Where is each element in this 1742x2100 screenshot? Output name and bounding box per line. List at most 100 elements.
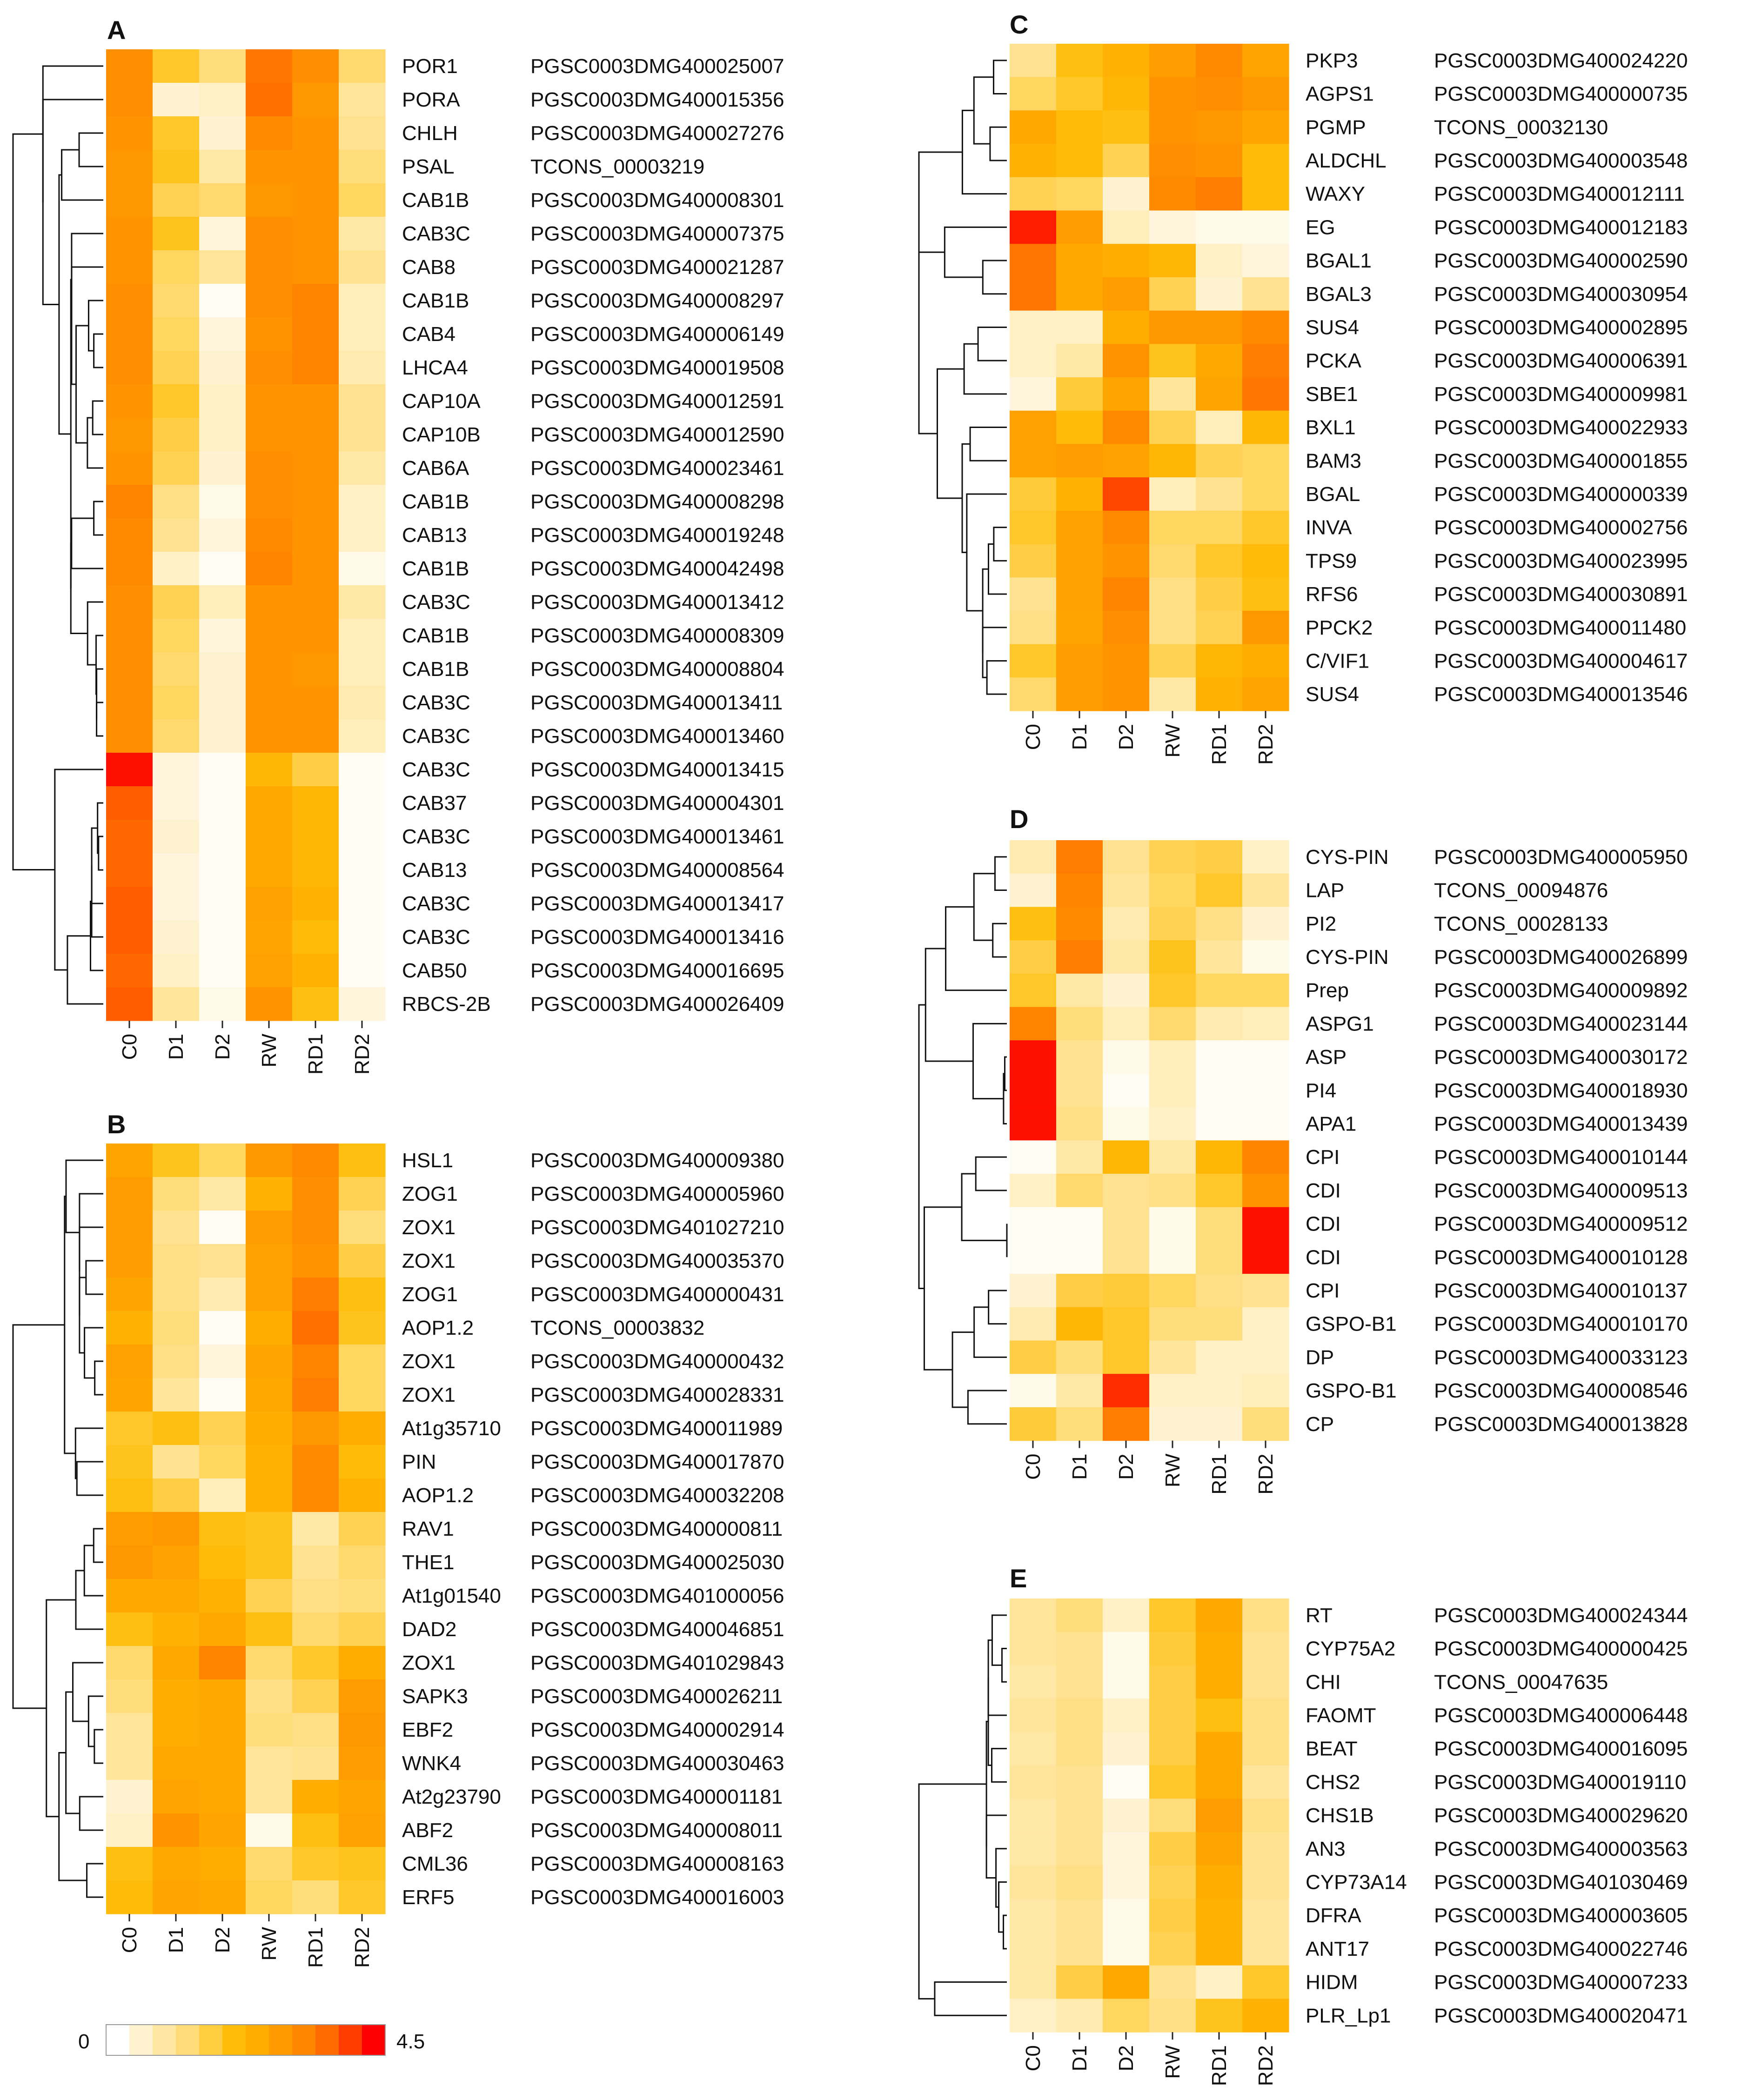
heatmap-cell — [1056, 544, 1103, 578]
gene-name-label: CAB37 — [402, 792, 467, 815]
heatmap-cell — [1010, 310, 1057, 344]
heatmap-cell — [1010, 77, 1057, 111]
heatmap-cell — [339, 116, 386, 150]
heatmap-cell — [1056, 1007, 1103, 1041]
gene-id-label: PGSC0003DMG400018930 — [1434, 1079, 1688, 1102]
gene-name-label: At2g23790 — [402, 1786, 501, 1808]
heatmap-cell — [1010, 1732, 1057, 1766]
heatmap-cell — [246, 585, 293, 619]
heatmap-cell — [199, 351, 246, 385]
heatmap-cell — [153, 250, 200, 284]
heatmap-cell — [153, 1679, 200, 1713]
heatmap-cell — [1149, 940, 1196, 974]
heatmap-cell — [199, 418, 246, 452]
heatmap-cell — [339, 1378, 386, 1412]
heatmap-cell — [1010, 1007, 1057, 1041]
heatmap-cell — [1242, 1632, 1289, 1665]
panel-c-cells — [1010, 44, 1289, 711]
heatmap-cell — [1242, 310, 1289, 344]
gene-name-label: ABF2 — [402, 1819, 453, 1842]
heatmap-cell — [1103, 1107, 1150, 1141]
heatmap-cell — [1056, 310, 1103, 344]
heatmap-cell — [292, 1344, 339, 1378]
heatmap-cell — [1196, 277, 1243, 311]
panel-b-dendrogram — [12, 1159, 103, 1898]
heatmap-cell — [1103, 1174, 1150, 1208]
gene-name-label: ASPG1 — [1306, 1012, 1374, 1035]
gene-name-label: ZOG1 — [402, 1183, 458, 1205]
heatmap-cell — [246, 518, 293, 552]
heatmap-cell — [1242, 1999, 1289, 2033]
dendrogram-branch — [61, 149, 103, 201]
heatmap-cell — [1010, 1240, 1057, 1274]
heatmap-cell — [153, 1746, 200, 1780]
heatmap-cell — [1103, 44, 1150, 78]
panel-e-column-labels: C0 D1 D2 RW RD1 RD2 — [1022, 2032, 1277, 2086]
heatmap-cell — [1010, 1174, 1057, 1208]
heatmap-cell — [153, 1344, 200, 1378]
heatmap-cell — [106, 518, 153, 552]
heatmap-cell — [1056, 277, 1103, 311]
heatmap-cell — [1056, 477, 1103, 511]
heatmap-cell — [339, 1579, 386, 1613]
gene-name-label: BGAL1 — [1306, 249, 1372, 272]
heatmap-cell — [1103, 1274, 1150, 1308]
heatmap-cell — [1056, 1374, 1103, 1408]
heatmap-cell — [1196, 1274, 1243, 1308]
heatmap-cell — [1103, 210, 1150, 244]
heatmap-cell — [1056, 410, 1103, 444]
gene-name-label: At1g01540 — [402, 1585, 501, 1607]
heatmap-cell — [339, 1445, 386, 1479]
heatmap-cell — [1196, 644, 1243, 678]
heatmap-cell — [1103, 1732, 1150, 1766]
gene-name-label: CAP10B — [402, 423, 481, 446]
heatmap-cell — [246, 1277, 293, 1311]
gene-name-label: AGPS1 — [1306, 83, 1374, 106]
gene-id-label: TCONS_00003832 — [530, 1317, 704, 1339]
column-label: D2 — [1115, 724, 1138, 750]
gene-id-label: PGSC0003DMG400008804 — [530, 658, 784, 681]
heatmap-cell — [339, 351, 386, 385]
heatmap-cell — [1242, 44, 1289, 78]
heatmap-cell — [292, 1211, 339, 1244]
heatmap-cell — [1103, 1374, 1150, 1408]
heatmap-cell — [246, 1746, 293, 1780]
heatmap-cell — [1056, 444, 1103, 478]
gene-name-label: ALDCHL — [1306, 149, 1387, 172]
gene-id-label: PGSC0003DMG400025007 — [530, 55, 784, 78]
heatmap-cell — [1010, 1274, 1057, 1308]
gene-name-label: CAB50 — [402, 959, 467, 982]
heatmap-cell — [246, 753, 293, 787]
gene-name-label: CYS-PIN — [1306, 946, 1388, 969]
column-label: C0 — [1022, 1454, 1045, 1480]
gene-id-label: PGSC0003DMG400008309 — [530, 624, 784, 647]
heatmap-cell — [1196, 1765, 1243, 1799]
heatmap-cell — [1010, 1340, 1057, 1374]
heatmap-cell — [292, 887, 339, 921]
column-label: C0 — [1022, 2045, 1045, 2071]
dendrogram-branch — [65, 1159, 103, 1233]
gene-name-label: AOP1.2 — [402, 1317, 474, 1339]
heatmap-cell — [1242, 410, 1289, 444]
heatmap-cell — [1010, 1665, 1057, 1699]
dendrogram-branch — [85, 1260, 103, 1295]
heatmap-cell — [1056, 210, 1103, 244]
heatmap-cell — [106, 1780, 153, 1814]
panel-e: E RT PGSC0003DMG400024344 CYP75A2 PGSC0003D… — [918, 1564, 1688, 2086]
heatmap-cell — [106, 887, 153, 921]
heatmap-cell — [1242, 1274, 1289, 1308]
heatmap-cell — [106, 1378, 153, 1412]
heatmap-cell — [1242, 110, 1289, 144]
column-label: C0 — [118, 1927, 141, 1953]
heatmap-cell — [246, 1679, 293, 1713]
heatmap-cell — [1103, 840, 1150, 874]
heatmap-cell — [199, 753, 246, 787]
gene-name-label: CDI — [1306, 1213, 1341, 1236]
heatmap-cell — [246, 150, 293, 184]
heatmap-cell — [292, 217, 339, 251]
heatmap-cell — [199, 1378, 246, 1412]
heatmap-cell — [339, 954, 386, 988]
heatmap-cell — [1196, 144, 1243, 178]
heatmap-cell — [292, 451, 339, 485]
heatmap-cell — [339, 887, 386, 921]
